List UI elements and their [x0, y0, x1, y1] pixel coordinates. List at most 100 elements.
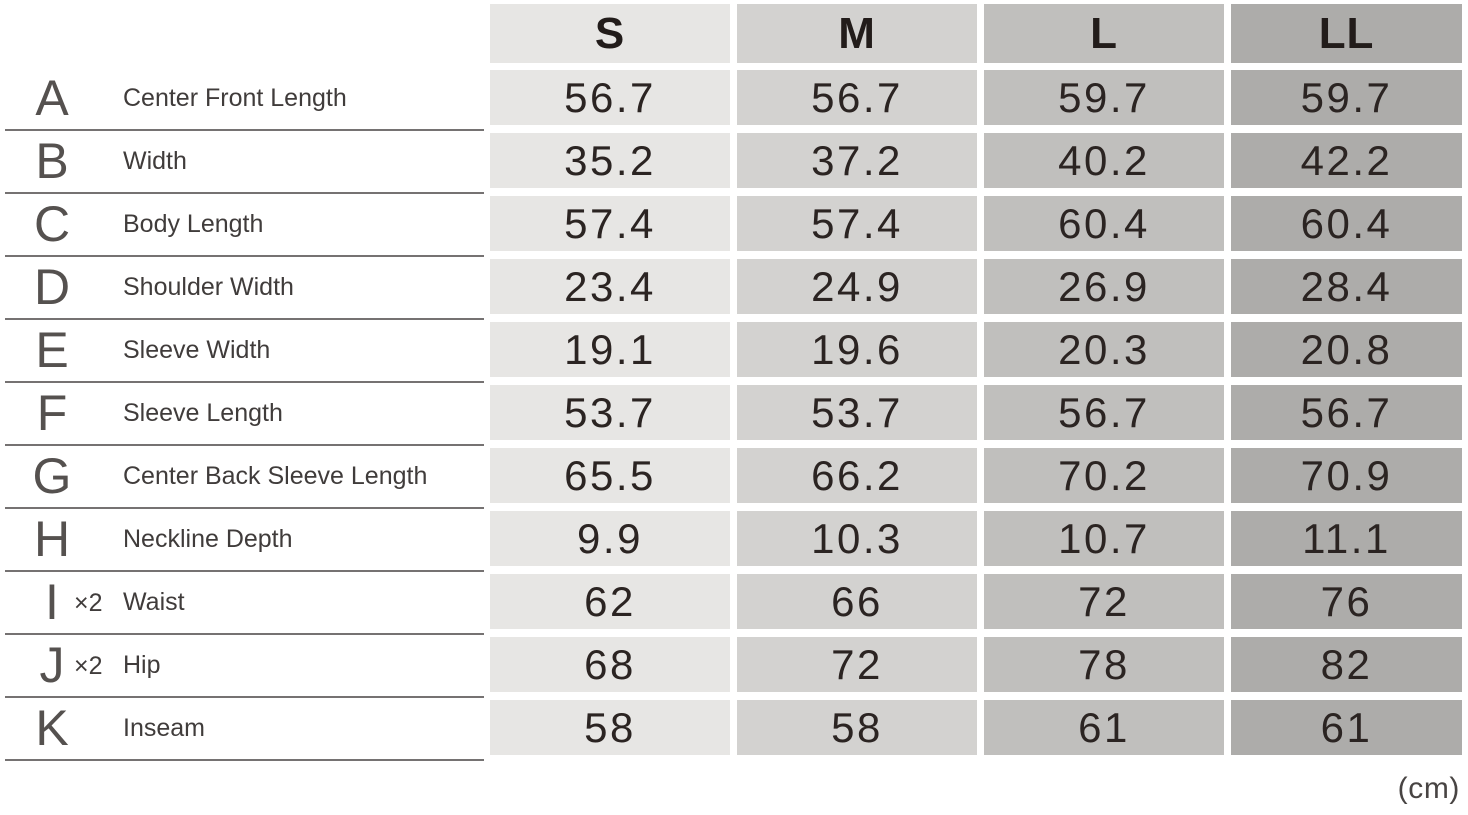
cell-ll: 28.4	[1231, 259, 1462, 314]
cell-m: 66	[737, 574, 977, 629]
cell-l: 61	[984, 700, 1224, 755]
row-letter: G	[32, 448, 72, 504]
row-divider-line	[5, 444, 484, 446]
cell-ll: 70.9	[1231, 448, 1462, 503]
cell-l: 20.3	[984, 322, 1224, 377]
cell-m: 24.9	[737, 259, 977, 314]
table-row-i: I ×2 Waist 62 66 72 76	[0, 574, 1468, 635]
row-divider-line	[5, 507, 484, 509]
column-header-s: S	[490, 4, 730, 63]
header-spacer	[0, 4, 490, 63]
table-row-h: H Neckline Depth 9.9 10.3 10.7 11.1	[0, 511, 1468, 572]
row-header: E Sleeve Width	[0, 322, 490, 383]
cell-ll: 82	[1231, 637, 1462, 692]
table-row-a: A Center Front Length 56.7 56.7 59.7 59.…	[0, 70, 1468, 131]
row-multiplier: ×2	[74, 652, 103, 680]
cell-s: 65.5	[490, 448, 730, 503]
cell-m: 10.3	[737, 511, 977, 566]
cell-l: 60.4	[984, 196, 1224, 251]
table-row-g: G Center Back Sleeve Length 65.5 66.2 70…	[0, 448, 1468, 509]
row-letter: J	[39, 637, 65, 693]
row-letter: I	[45, 574, 59, 630]
row-divider-line	[5, 759, 484, 761]
cell-ll: 76	[1231, 574, 1462, 629]
unit-label: (cm)	[1397, 772, 1460, 805]
row-divider-line	[5, 255, 484, 257]
row-label: Center Front Length	[123, 84, 347, 112]
row-label: Waist	[123, 588, 185, 616]
table-row-c: C Body Length 57.4 57.4 60.4 60.4	[0, 196, 1468, 257]
cell-s: 35.2	[490, 133, 730, 188]
table-row-d: D Shoulder Width 23.4 24.9 26.9 28.4	[0, 259, 1468, 320]
row-divider-line	[5, 633, 484, 635]
row-header: C Body Length	[0, 196, 490, 257]
table-row-k: K Inseam 58 58 61 61	[0, 700, 1468, 761]
row-letter: F	[36, 385, 68, 441]
column-header-m: M	[737, 4, 977, 63]
row-divider-line	[5, 129, 484, 131]
cell-ll: 60.4	[1231, 196, 1462, 251]
row-label: Inseam	[123, 714, 205, 742]
row-letter: A	[35, 70, 69, 126]
row-header: B Width	[0, 133, 490, 194]
cell-s: 23.4	[490, 259, 730, 314]
cell-m: 19.6	[737, 322, 977, 377]
row-divider-line	[5, 192, 484, 194]
row-header: I ×2 Waist	[0, 574, 490, 635]
column-header-l: L	[984, 4, 1224, 63]
cell-s: 57.4	[490, 196, 730, 251]
cell-ll: 42.2	[1231, 133, 1462, 188]
cell-l: 40.2	[984, 133, 1224, 188]
row-label: Center Back Sleeve Length	[123, 462, 428, 490]
row-header: K Inseam	[0, 700, 490, 761]
row-multiplier: ×2	[74, 589, 103, 617]
cell-l: 78	[984, 637, 1224, 692]
cell-m: 53.7	[737, 385, 977, 440]
cell-l: 70.2	[984, 448, 1224, 503]
cell-l: 72	[984, 574, 1224, 629]
cell-m: 66.2	[737, 448, 977, 503]
cell-s: 53.7	[490, 385, 730, 440]
row-label: Width	[123, 147, 187, 175]
table-row-b: B Width 35.2 37.2 40.2 42.2	[0, 133, 1468, 194]
row-letter: D	[33, 259, 71, 315]
cell-m: 57.4	[737, 196, 977, 251]
cell-s: 9.9	[490, 511, 730, 566]
row-divider-line	[5, 381, 484, 383]
row-header: F Sleeve Length	[0, 385, 490, 446]
cell-ll: 20.8	[1231, 322, 1462, 377]
row-label: Sleeve Length	[123, 399, 283, 427]
table-row-f: F Sleeve Length 53.7 53.7 56.7 56.7	[0, 385, 1468, 446]
cell-s: 19.1	[490, 322, 730, 377]
table-row-e: E Sleeve Width 19.1 19.6 20.3 20.8	[0, 322, 1468, 383]
cell-s: 56.7	[490, 70, 730, 125]
cell-ll: 56.7	[1231, 385, 1462, 440]
row-letter: K	[35, 700, 69, 756]
row-header: G Center Back Sleeve Length	[0, 448, 490, 509]
cell-ll: 59.7	[1231, 70, 1462, 125]
cell-m: 37.2	[737, 133, 977, 188]
cell-ll: 11.1	[1231, 511, 1462, 566]
cell-l: 10.7	[984, 511, 1224, 566]
cell-m: 58	[737, 700, 977, 755]
table-header-row: S M L LL	[0, 4, 1468, 63]
row-label: Shoulder Width	[123, 273, 294, 301]
column-header-ll: LL	[1231, 4, 1462, 63]
row-header: H Neckline Depth	[0, 511, 490, 572]
row-header: A Center Front Length	[0, 70, 490, 131]
cell-l: 56.7	[984, 385, 1224, 440]
row-label: Body Length	[123, 210, 264, 238]
cell-s: 58	[490, 700, 730, 755]
row-letter: E	[35, 322, 69, 378]
row-header: D Shoulder Width	[0, 259, 490, 320]
cell-m: 56.7	[737, 70, 977, 125]
row-label: Neckline Depth	[123, 525, 293, 553]
row-divider-line	[5, 318, 484, 320]
row-letter: H	[33, 511, 71, 567]
row-header: J ×2 Hip	[0, 637, 490, 698]
cell-ll: 61	[1231, 700, 1462, 755]
cell-s: 62	[490, 574, 730, 629]
cell-m: 72	[737, 637, 977, 692]
row-label: Sleeve Width	[123, 336, 271, 364]
